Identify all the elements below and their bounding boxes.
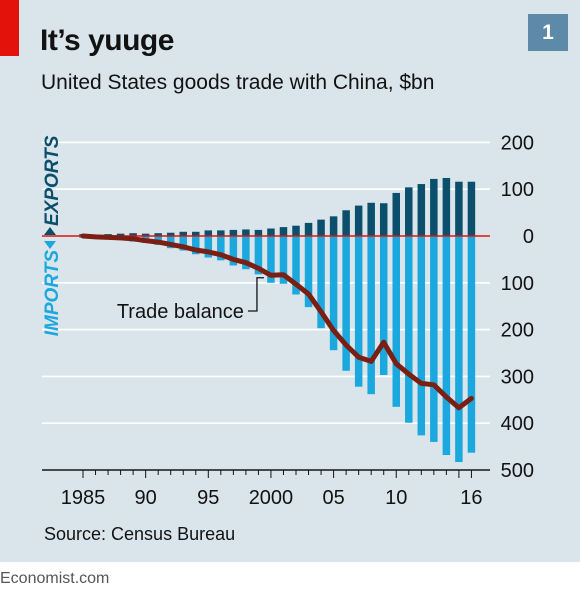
export-bar [279, 227, 288, 236]
chart-title: It’s yuuge [40, 24, 174, 57]
x-tick-label: 16 [460, 487, 482, 509]
export-bar [430, 178, 438, 236]
footer-credit: Economist.com [0, 570, 110, 587]
red-tag-decoration [0, 0, 19, 56]
export-bar [442, 177, 451, 236]
export-bar [217, 230, 225, 236]
export-bar [405, 187, 413, 236]
export-bar [367, 202, 375, 236]
export-bar [292, 225, 300, 236]
import-bar [467, 236, 476, 453]
up-arrow-icon [44, 227, 56, 235]
x-tick-label: 10 [385, 487, 407, 509]
export-bar [455, 181, 463, 236]
import-bar [217, 236, 225, 261]
y-tick-label: 100 [501, 273, 534, 295]
export-bar [467, 181, 476, 236]
export-bar [354, 205, 363, 236]
export-bar [204, 230, 213, 236]
export-bar [166, 232, 175, 236]
chart-subtitle: United States goods trade with China, $b… [41, 71, 435, 94]
export-bar [379, 203, 388, 236]
import-bar [279, 236, 288, 284]
export-bar [242, 229, 250, 236]
import-bar [455, 236, 463, 463]
import-bar [204, 236, 213, 258]
import-bar [392, 236, 400, 407]
y-tick-label: 200 [501, 132, 534, 154]
y-tick-label: 100 [501, 179, 534, 201]
side-labels: EXPORTS IMPORTS [42, 135, 63, 336]
export-bar [129, 233, 137, 236]
x-tick-label: 2000 [249, 487, 294, 509]
import-bar [267, 236, 275, 283]
x-tick-label: 90 [135, 487, 157, 509]
export-bar [254, 229, 263, 236]
import-bar [342, 236, 350, 371]
y-tick-label: 0 [523, 226, 534, 248]
export-bar [141, 233, 150, 236]
import-bar [292, 236, 300, 295]
source-note: Source: Census Bureau [44, 524, 236, 544]
annotations: Trade balance [117, 277, 264, 323]
export-bar [267, 228, 275, 236]
side-label-group: EXPORTS IMPORTS [42, 135, 63, 336]
y-tick-label: 200 [501, 320, 534, 342]
imports-side-label: IMPORTS [42, 250, 63, 337]
import-bar [442, 236, 451, 456]
export-bar [317, 219, 325, 236]
export-bar [392, 192, 400, 236]
exports-side-label: EXPORTS [42, 135, 63, 226]
x-tick-label: 1985 [61, 487, 106, 509]
y-tick-labels: 200 100 0 100 200 300 400 500 [501, 132, 534, 482]
export-bar [154, 233, 162, 236]
export-bar [417, 184, 426, 236]
x-tick-label: 95 [197, 487, 219, 509]
import-bar [405, 236, 413, 423]
axes [42, 469, 490, 478]
import-bar [354, 236, 363, 387]
export-bar [229, 229, 238, 236]
import-bar [192, 236, 200, 255]
export-bar [342, 210, 350, 236]
chart-number-badge: 1 [528, 14, 568, 51]
balance-line-group [80, 233, 474, 411]
x-tick-labels: 1985 90 95 2000 05 10 16 [61, 487, 483, 509]
import-bar [367, 236, 375, 395]
y-tick-label: 400 [501, 413, 534, 435]
export-bar [304, 222, 313, 236]
import-bar [430, 236, 438, 442]
y-tick-label: 500 [501, 460, 534, 482]
trade-balance-line [80, 233, 474, 411]
trade-balance-label: Trade balance [117, 301, 244, 323]
import-bar [242, 236, 250, 270]
y-tick-label: 300 [501, 366, 534, 388]
import-bar [254, 236, 263, 275]
import-bar [317, 236, 325, 329]
export-bar [179, 231, 187, 236]
export-bar [329, 216, 338, 236]
import-bar [179, 236, 187, 251]
annotation-leader [247, 277, 264, 312]
import-bar [229, 236, 238, 266]
down-arrow-icon [44, 241, 56, 249]
export-bar [116, 233, 125, 236]
import-bar [417, 236, 426, 436]
import-bar [304, 236, 313, 308]
export-bar [192, 231, 200, 236]
import-bar [379, 236, 388, 375]
import-bar [329, 236, 338, 351]
x-tick-label: 05 [322, 487, 344, 509]
